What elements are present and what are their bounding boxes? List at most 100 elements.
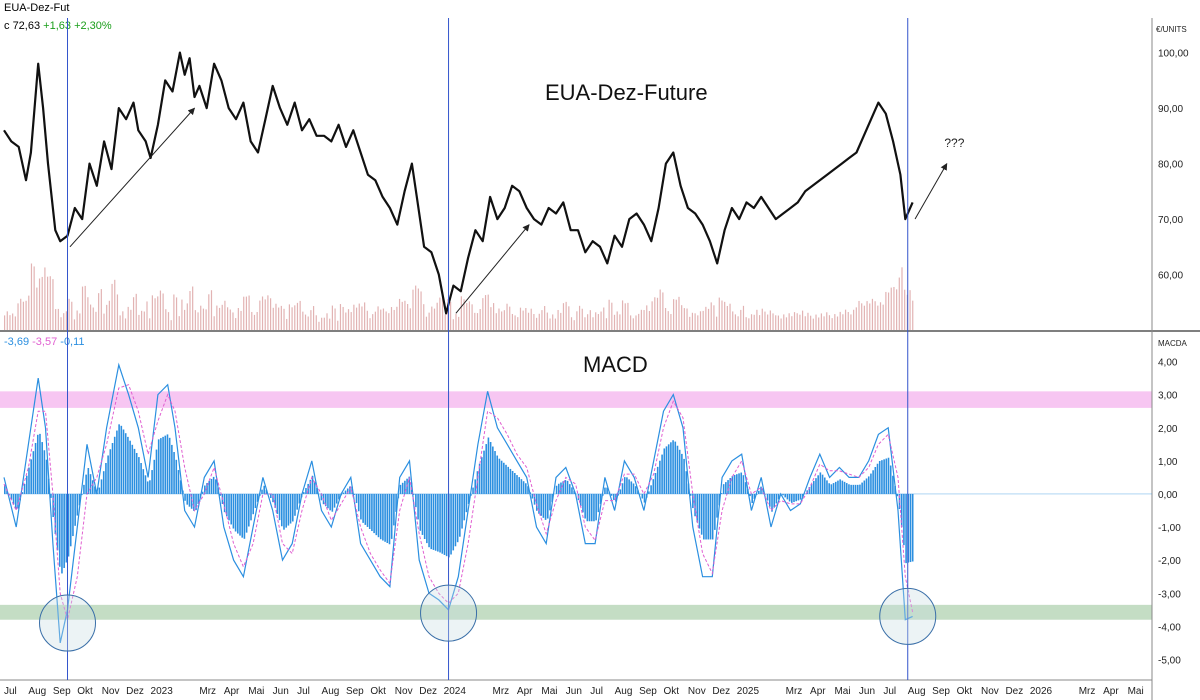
x-tick-label: Nov bbox=[688, 686, 706, 697]
volume-bar bbox=[874, 301, 876, 330]
volume-bar bbox=[151, 295, 153, 330]
histogram-bar bbox=[489, 442, 492, 494]
histogram-bar bbox=[171, 444, 173, 494]
volume-bar bbox=[280, 305, 282, 330]
histogram-bar bbox=[698, 493, 701, 529]
volume-bar bbox=[707, 308, 710, 330]
histogram-bar bbox=[619, 489, 622, 494]
volume-bar bbox=[170, 320, 172, 330]
volume-bar bbox=[753, 314, 755, 330]
histogram-bar bbox=[487, 437, 490, 494]
volume-bar bbox=[269, 298, 272, 330]
volume-bar bbox=[431, 306, 433, 330]
x-tick-label: Okt bbox=[957, 686, 973, 697]
histogram-bar bbox=[142, 469, 145, 494]
histogram-bar bbox=[382, 493, 384, 541]
volume-bar bbox=[407, 304, 409, 330]
histogram-bar bbox=[210, 478, 213, 494]
histogram-bar bbox=[808, 487, 811, 494]
histogram-bar bbox=[540, 493, 542, 516]
histogram-bar bbox=[531, 493, 534, 499]
histogram-bar bbox=[14, 493, 17, 510]
histogram-bar bbox=[298, 493, 301, 504]
histogram-bar bbox=[105, 463, 107, 494]
histogram-bar bbox=[291, 493, 294, 522]
histogram-bar bbox=[837, 480, 839, 494]
volume-bar bbox=[724, 301, 726, 330]
histogram-bar bbox=[670, 442, 672, 494]
volume-bar bbox=[162, 293, 164, 330]
volume-bar bbox=[863, 305, 865, 330]
histogram-bar bbox=[595, 493, 597, 521]
histogram-bar bbox=[878, 460, 881, 494]
volume-bar bbox=[377, 306, 379, 330]
histogram-bar bbox=[269, 493, 272, 499]
volume-bar bbox=[777, 315, 780, 330]
histogram-bar bbox=[742, 475, 745, 494]
histogram-bar bbox=[555, 485, 558, 494]
histogram-bar bbox=[230, 493, 233, 525]
volume-bar bbox=[210, 290, 213, 330]
histogram-bar bbox=[744, 482, 747, 494]
histogram-bar bbox=[610, 493, 613, 496]
histogram-bar bbox=[144, 475, 147, 494]
macd-readout: -3,69 -3,57 -0,11 bbox=[4, 336, 85, 348]
histogram-bar bbox=[549, 493, 551, 511]
histogram-bar bbox=[111, 443, 114, 494]
histogram-bar bbox=[67, 493, 70, 557]
x-tick-label: Apr bbox=[810, 686, 826, 697]
histogram-bar bbox=[445, 493, 448, 557]
volume-bar bbox=[501, 311, 503, 330]
histogram-bar bbox=[817, 475, 819, 494]
volume-bar bbox=[390, 307, 393, 330]
volume-bar bbox=[275, 303, 277, 330]
volume-bar bbox=[95, 311, 97, 330]
volume-bar bbox=[393, 309, 395, 330]
histogram-bar bbox=[885, 458, 888, 494]
histogram-bar bbox=[434, 493, 437, 551]
histogram-bar bbox=[287, 493, 290, 526]
volume-bar bbox=[355, 307, 358, 330]
volume-bar bbox=[463, 299, 465, 330]
histogram-bar bbox=[771, 493, 773, 512]
histogram-bar bbox=[564, 480, 567, 494]
histogram-bar bbox=[685, 471, 688, 494]
volume-bar bbox=[52, 279, 54, 330]
histogram-bar bbox=[509, 468, 512, 494]
histogram-bar bbox=[175, 459, 178, 494]
histogram-bar bbox=[692, 493, 694, 509]
volume-bar bbox=[691, 312, 694, 330]
histogram-bar bbox=[590, 493, 593, 522]
volume-bar bbox=[484, 295, 487, 330]
histogram-bar bbox=[186, 493, 189, 505]
histogram-bar bbox=[329, 493, 331, 511]
price-line bbox=[3, 51, 914, 315]
volume-bar bbox=[844, 309, 847, 330]
histogram-bar bbox=[23, 483, 26, 494]
volume-bar bbox=[758, 315, 761, 330]
histogram-bar bbox=[179, 480, 182, 494]
volume-bar bbox=[444, 314, 446, 330]
histogram-bar bbox=[131, 444, 134, 494]
volume-bar bbox=[820, 313, 822, 330]
histogram-bar bbox=[41, 442, 43, 494]
volume-bar bbox=[890, 287, 892, 330]
x-tick-label: Apr bbox=[1103, 686, 1119, 697]
volume-bar bbox=[17, 303, 19, 330]
volume-bar bbox=[143, 311, 145, 330]
histogram-bar bbox=[634, 486, 637, 494]
volume-bar bbox=[842, 314, 844, 330]
histogram-bar bbox=[69, 493, 72, 547]
histogram-bar bbox=[883, 459, 885, 494]
volume-bar bbox=[769, 310, 771, 330]
volume-bars bbox=[4, 263, 914, 330]
histogram-bar bbox=[821, 474, 824, 494]
histogram-bar bbox=[823, 477, 826, 494]
x-tick-label: Mrz bbox=[1079, 686, 1096, 697]
volume-bar bbox=[350, 312, 352, 330]
volume-bar bbox=[525, 308, 527, 330]
histogram-bar bbox=[78, 493, 81, 506]
volume-bar bbox=[699, 311, 702, 330]
histogram-bar bbox=[28, 467, 30, 494]
histogram-bar bbox=[582, 493, 584, 513]
